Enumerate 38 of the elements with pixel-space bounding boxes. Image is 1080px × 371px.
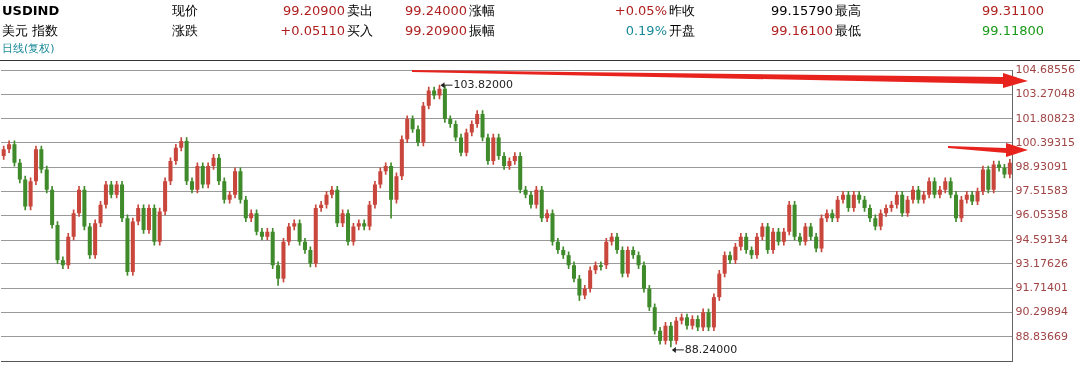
text: USDIND	[2, 3, 60, 19]
y-tick-label: 103.27048	[1015, 87, 1076, 101]
text: 99.11800	[981, 23, 1044, 39]
candlestick	[598, 261, 603, 271]
text: 振幅	[469, 23, 495, 39]
annotation: 88.24000	[684, 342, 738, 356]
text: 卖出	[347, 3, 373, 19]
text: 99.15790	[770, 3, 833, 19]
y-tick-label: 88.83669	[1015, 329, 1069, 343]
text: 昨收	[669, 3, 695, 19]
y-tick-label: 97.51583	[1015, 183, 1069, 197]
text: 99.20900	[404, 23, 467, 39]
y-tick-label: 101.80823	[1015, 111, 1076, 125]
text: 日线(复权)	[2, 41, 55, 57]
text: 现价	[172, 3, 198, 19]
text: 99.31100	[981, 3, 1044, 19]
annotation: 103.82000	[453, 78, 513, 91]
text: 涨跌	[172, 23, 198, 39]
y-tick-label: 93.17626	[1015, 256, 1069, 270]
text: 美元 指数	[2, 23, 59, 39]
text: 涨幅	[469, 3, 495, 19]
y-tick-label: 94.59134	[1015, 233, 1069, 247]
text: 买入	[347, 23, 373, 39]
y-tick-label: 91.71401	[1015, 281, 1069, 295]
text: +0.05110	[280, 23, 345, 39]
y-tick-label: 96.05358	[1015, 208, 1069, 222]
text: +0.05%	[614, 3, 667, 19]
text: 99.16100	[770, 23, 833, 39]
text: 0.19%	[625, 23, 667, 39]
y-tick-label: 90.29894	[1015, 305, 1069, 319]
text: 99.20900	[282, 3, 345, 19]
text: 99.24000	[404, 3, 467, 19]
text: 最高	[835, 3, 861, 19]
text: 开盘	[669, 23, 695, 39]
y-tick-label: 98.93091	[1015, 160, 1069, 174]
y-tick-label: 100.39315	[1015, 135, 1076, 149]
text: 最低	[835, 23, 861, 39]
y-tick-label: 104.68556	[1015, 63, 1076, 77]
